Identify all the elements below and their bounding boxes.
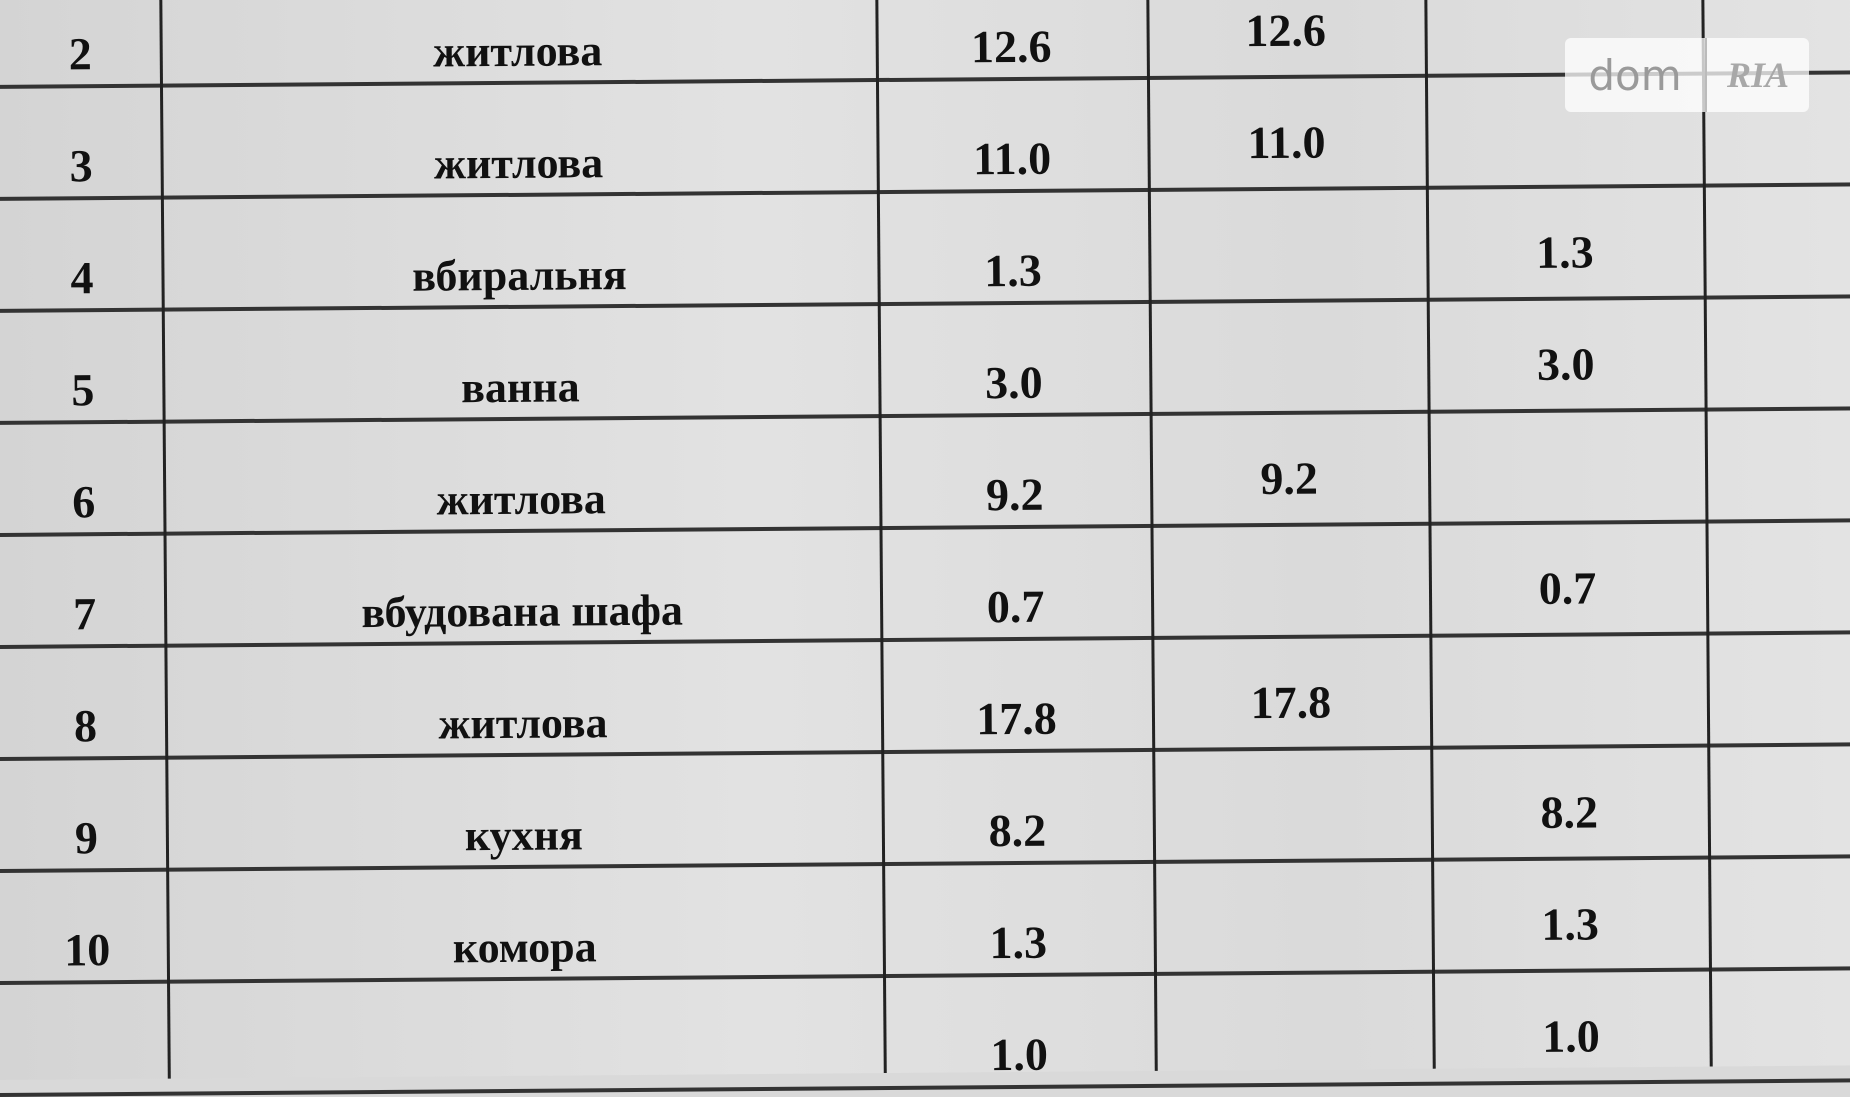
total-area: 0.7 — [986, 580, 1045, 633]
living-area — [1148, 186, 1427, 300]
room-number: 2 — [68, 28, 92, 80]
room-number: 5 — [71, 364, 95, 416]
room-number: 4 — [70, 252, 94, 304]
room-number: 9 — [74, 812, 99, 864]
room-name: житлова — [432, 26, 603, 77]
room-name: ванна — [460, 362, 580, 413]
room-number: 8 — [73, 700, 98, 752]
auxiliary-area: 1.3 — [1535, 226, 1594, 278]
living-area: 9.2 — [1260, 452, 1319, 505]
watermark-dom: dom — [1588, 50, 1682, 100]
total-area: 1.3 — [989, 916, 1048, 969]
table-row: 1.0 1.0 — [0, 966, 1850, 1097]
room-name: житлова — [438, 698, 608, 749]
table-row: 9 кухня 8.2 8.2 — [0, 742, 1850, 873]
auxiliary-area: 1.0 — [1542, 1010, 1600, 1062]
living-area — [1153, 858, 1432, 972]
table-row: 10 комора 1.3 1.3 — [0, 854, 1850, 985]
room-name: житлова — [436, 474, 607, 525]
room-number: 6 — [72, 476, 96, 528]
living-area: 17.8 — [1250, 676, 1332, 729]
total-area: 12.6 — [970, 20, 1052, 73]
living-area: 12.6 — [1245, 4, 1327, 57]
auxiliary-area: 0.7 — [1538, 562, 1597, 614]
room-name — [167, 974, 884, 1092]
dom-ria-watermark: dom RIA — [1565, 38, 1809, 112]
room-name: вбудована шафа — [361, 585, 684, 638]
table-row: 6 житлова 9.2 9.2 — [0, 406, 1850, 537]
auxiliary-area: 1.3 — [1541, 898, 1600, 950]
table-row: 8 житлова 17.8 17.8 — [0, 630, 1850, 761]
room-name: вбиральня — [412, 250, 627, 301]
living-area: 11.0 — [1247, 116, 1326, 169]
living-area — [1152, 746, 1431, 860]
total-area: 11.0 — [972, 132, 1052, 185]
table-row: 7 вбудована шафа 0.7 0.7 — [0, 518, 1850, 649]
total-area: 17.8 — [976, 692, 1057, 745]
auxiliary-area — [1429, 632, 1707, 746]
room-number: 7 — [72, 588, 97, 640]
table-row: 5 ванна 3.0 3.0 — [0, 294, 1850, 425]
auxiliary-area: 8.2 — [1540, 786, 1599, 838]
room-number: 3 — [69, 140, 93, 192]
watermark-ria: RIA — [1705, 38, 1809, 112]
auxiliary-area — [1428, 408, 1706, 522]
total-area: 3.0 — [984, 356, 1043, 409]
living-area — [1150, 522, 1429, 636]
room-number: 10 — [64, 924, 111, 976]
total-area: 1.3 — [984, 244, 1042, 297]
room-name: кухня — [464, 810, 584, 861]
living-area — [1149, 298, 1428, 412]
total-area: 1.0 — [990, 1028, 1049, 1081]
room-number — [8, 980, 168, 1093]
auxiliary-area: 3.0 — [1536, 338, 1595, 390]
table-row: 4 вбиральня 1.3 1.3 — [0, 182, 1850, 313]
total-area: 9.2 — [985, 468, 1044, 521]
room-name: житлова — [433, 138, 604, 189]
living-area — [1154, 970, 1433, 1084]
room-name: комора — [452, 922, 597, 973]
total-area: 8.2 — [988, 804, 1047, 857]
